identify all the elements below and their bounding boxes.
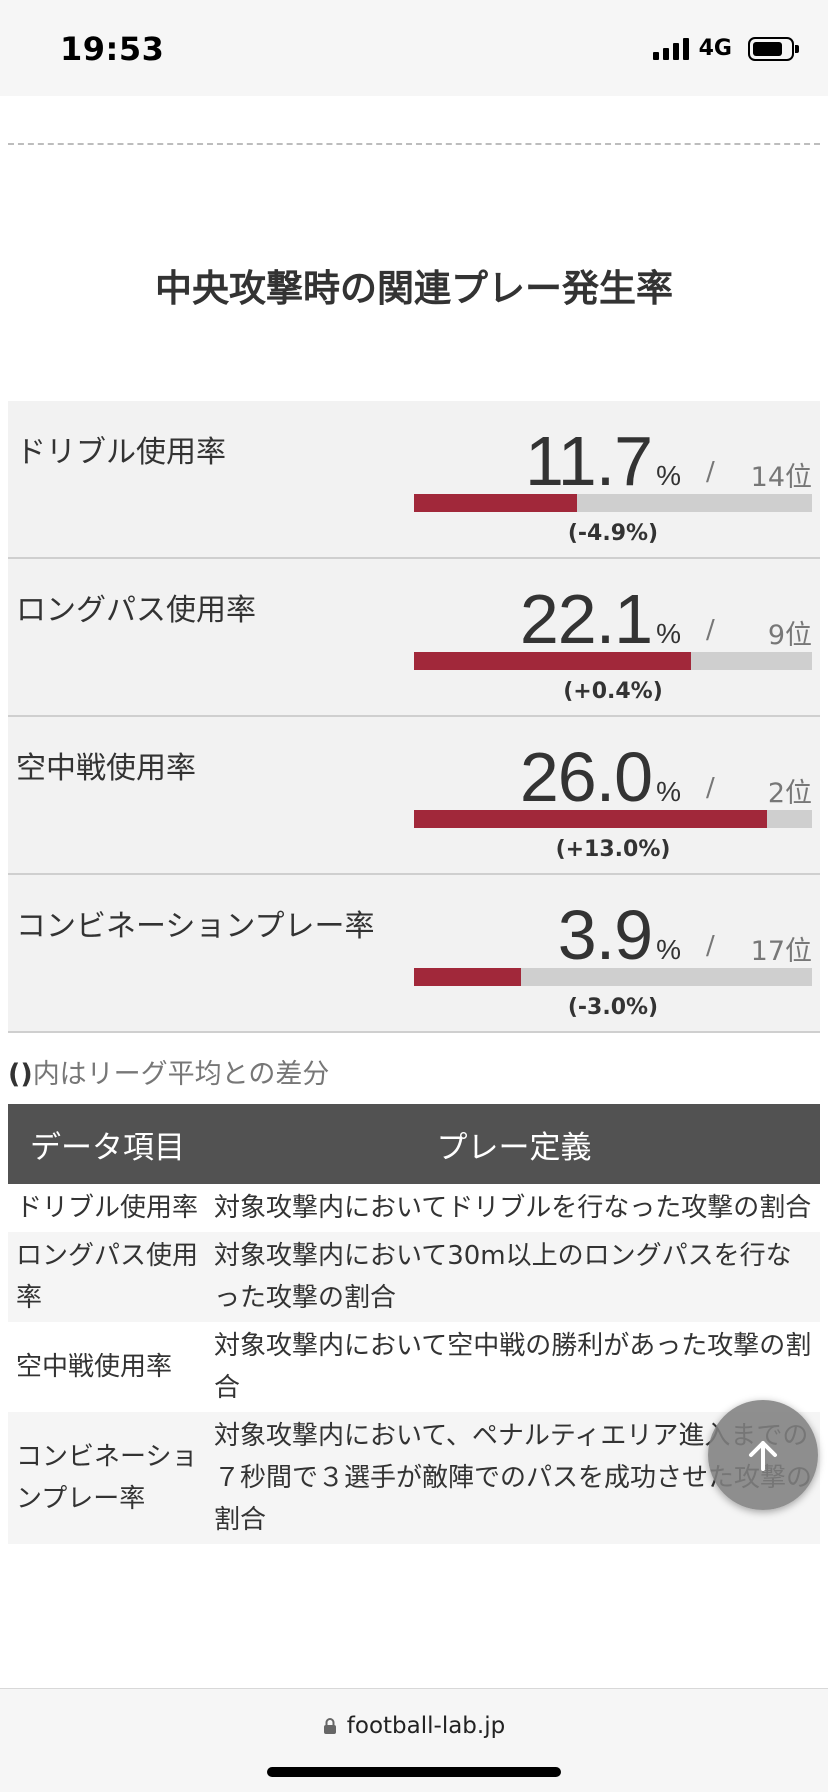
stat-diff: (+0.4%)	[563, 679, 663, 704]
status-bar: 19:53 4G	[0, 0, 828, 96]
stat-unit: %	[656, 460, 681, 491]
stat-separator: /	[706, 615, 715, 645]
note-paren: ()	[8, 1059, 33, 1090]
stat-bar	[414, 968, 812, 986]
definition-text: 対象攻撃内において30m以上のロングパスを行なった攻撃の割合	[208, 1232, 820, 1322]
stat-value: 3.9%	[557, 895, 681, 975]
header-play-definition: プレー定義	[208, 1104, 820, 1184]
note-body: 内はリーグ平均との差分	[32, 1059, 330, 1090]
stat-number: 3.9	[557, 896, 653, 974]
stat-bar	[414, 810, 812, 828]
stat-label: ドリブル使用率	[16, 435, 226, 470]
battery-icon	[748, 36, 799, 61]
table-row: 空中戦使用率 対象攻撃内において空中戦の勝利があった攻撃の割合	[8, 1322, 820, 1412]
table-header-row: データ項目 プレー定義	[8, 1104, 820, 1184]
note-text: ()内はリーグ平均との差分	[8, 1052, 329, 1091]
definition-text: 対象攻撃内においてドリブルを行なった攻撃の割合	[214, 1193, 812, 1223]
definition-item: ドリブル使用率	[16, 1193, 199, 1223]
stat-bar-fill	[414, 968, 522, 986]
stat-separator: /	[706, 457, 715, 487]
stat-separator: /	[706, 931, 715, 961]
definition-item: ロングパス使用率	[8, 1232, 208, 1322]
stat-unit: %	[656, 776, 681, 807]
stat-value: 26.0%	[519, 737, 681, 817]
lock-icon	[323, 1718, 336, 1734]
stat-value: 11.7%	[525, 421, 681, 501]
stat-rank: 14位	[750, 462, 812, 493]
stat-unit: %	[656, 934, 681, 965]
network-type: 4G	[698, 36, 732, 61]
stat-row: ドリブル使用率 11.7% / 14位 (-4.9%)	[8, 401, 820, 559]
address-bar[interactable]: football-lab.jp	[0, 1713, 828, 1739]
stat-bar	[414, 494, 812, 512]
definition-item: 空中戦使用率	[16, 1352, 173, 1382]
stat-unit: %	[656, 618, 681, 649]
stat-separator: /	[706, 773, 715, 803]
stat-label: 空中戦使用率	[16, 751, 196, 786]
definitions-table: データ項目 プレー定義 ドリブル使用率 対象攻撃内においてドリブルを行なった攻撃…	[8, 1104, 820, 1544]
status-time: 19:53	[60, 30, 165, 68]
stat-value: 22.1%	[519, 579, 681, 659]
stats-panel: ドリブル使用率 11.7% / 14位 (-4.9%) ロングパス使用率 22.…	[8, 401, 820, 1033]
stat-bar	[414, 652, 812, 670]
stat-rank: 2位	[767, 778, 812, 809]
table-row: ドリブル使用率 対象攻撃内においてドリブルを行なった攻撃の割合	[8, 1184, 820, 1232]
stat-rank: 9位	[767, 620, 812, 651]
stat-diff: (+13.0%)	[555, 837, 671, 862]
stat-row: コンビネーションプレー率 3.9% / 17位 (-3.0%)	[8, 875, 820, 1033]
stat-row: 空中戦使用率 26.0% / 2位 (+13.0%)	[8, 717, 820, 875]
scroll-to-top-button[interactable]	[708, 1400, 818, 1510]
stat-bar-fill	[414, 810, 768, 828]
section-title: 中央攻撃時の関連プレー発生率	[155, 267, 673, 310]
stat-label: コンビネーションプレー率	[16, 909, 375, 944]
stat-diff: (-4.9%)	[567, 521, 659, 546]
definition-text: 対象攻撃内において空中戦の勝利があった攻撃の割合	[214, 1331, 812, 1403]
stat-label: ロングパス使用率	[16, 593, 256, 628]
stat-number: 26.0	[519, 738, 653, 816]
signal-icon	[652, 37, 689, 60]
stat-diff: (-3.0%)	[567, 995, 659, 1020]
home-indicator[interactable]	[267, 1767, 561, 1777]
dashed-divider	[8, 143, 820, 145]
stat-number: 22.1	[519, 580, 653, 658]
stat-bar-fill	[414, 494, 578, 512]
status-indicators: 4G	[652, 36, 799, 61]
table-row: コンビネーションプレー率 対象攻撃内において、ペナルティエリア進入までの７秒間で…	[8, 1412, 820, 1544]
stat-number: 11.7	[525, 422, 653, 500]
stat-row: ロングパス使用率 22.1% / 9位 (+0.4%)	[8, 559, 820, 717]
stat-rank: 17位	[750, 936, 812, 967]
url-text: football-lab.jp	[346, 1713, 506, 1739]
arrow-up-icon	[749, 1441, 777, 1471]
browser-bottom-bar: football-lab.jp	[0, 1688, 828, 1792]
stat-bar-fill	[414, 652, 691, 670]
header-data-item: データ項目	[8, 1104, 208, 1184]
table-row: ロングパス使用率 対象攻撃内において30m以上のロングパスを行なった攻撃の割合	[8, 1232, 820, 1322]
definition-item: コンビネーションプレー率	[8, 1412, 208, 1544]
